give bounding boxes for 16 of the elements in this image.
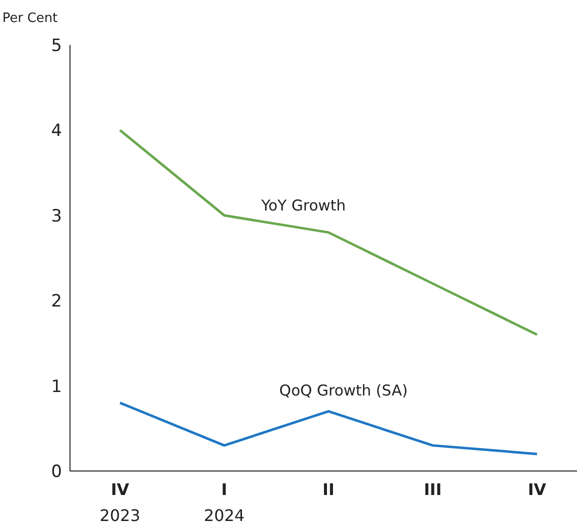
y-axis-title: Per Cent bbox=[2, 11, 58, 26]
series-label: QoQ Growth (SA) bbox=[279, 381, 408, 400]
line-series bbox=[118, 402, 538, 456]
y-tick-label: 5 bbox=[51, 36, 62, 56]
x-tick-label: IV 2023 bbox=[100, 480, 140, 523]
x-tick-label: III bbox=[424, 480, 442, 499]
line-series bbox=[118, 128, 538, 336]
y-tick-label: 1 bbox=[51, 376, 62, 397]
series-label: YoY Growth bbox=[260, 196, 346, 214]
y-tick-label: 2 bbox=[51, 292, 62, 312]
x-tick-label: I 2024 bbox=[204, 480, 245, 523]
y-tick-label: 4 bbox=[51, 121, 62, 142]
x-tick-label: IV bbox=[528, 480, 547, 499]
x-tick-label: II bbox=[322, 480, 334, 499]
y-tick-label: 0 bbox=[51, 462, 62, 482]
y-tick-label: 3 bbox=[51, 206, 62, 226]
